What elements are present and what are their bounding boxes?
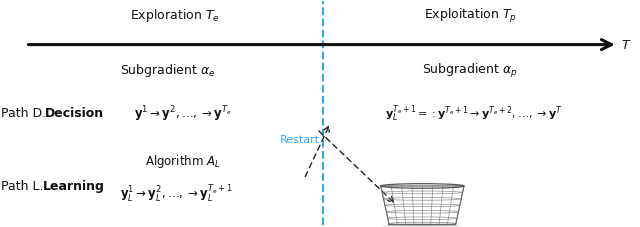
- Text: $\mathbf{y}_L^1 \rightarrow \mathbf{y}_L^2, \ldots, \rightarrow \mathbf{y}_L^{T_: $\mathbf{y}_L^1 \rightarrow \mathbf{y}_L…: [120, 183, 232, 203]
- Text: Path L.: Path L.: [1, 180, 48, 193]
- Text: Decision: Decision: [45, 107, 104, 120]
- Ellipse shape: [383, 224, 462, 227]
- Text: Exploitation $T_p$: Exploitation $T_p$: [424, 7, 517, 25]
- Ellipse shape: [389, 222, 456, 225]
- Text: Subgradient $\alpha_p$: Subgradient $\alpha_p$: [422, 61, 518, 79]
- Text: Subgradient $\alpha_e$: Subgradient $\alpha_e$: [120, 61, 216, 78]
- Text: Exploration $T_e$: Exploration $T_e$: [129, 7, 220, 24]
- Text: Path D.: Path D.: [1, 107, 51, 120]
- Text: $T$: $T$: [621, 39, 632, 52]
- Text: Learning: Learning: [43, 180, 105, 193]
- Text: Restart: Restart: [280, 135, 320, 145]
- Text: Algorithm $A_L$: Algorithm $A_L$: [145, 153, 220, 170]
- Text: $\mathbf{y}_L^{T_e+1} =: \mathbf{y}^{T_e+1} \rightarrow \mathbf{y}^{T_e+2}, \ldo: $\mathbf{y}_L^{T_e+1} =: \mathbf{y}^{T_e…: [385, 103, 563, 124]
- Text: $\mathbf{y}^1 \rightarrow \mathbf{y}^2, \ldots, \rightarrow \mathbf{y}^{T_e}$: $\mathbf{y}^1 \rightarrow \mathbf{y}^2, …: [134, 104, 231, 123]
